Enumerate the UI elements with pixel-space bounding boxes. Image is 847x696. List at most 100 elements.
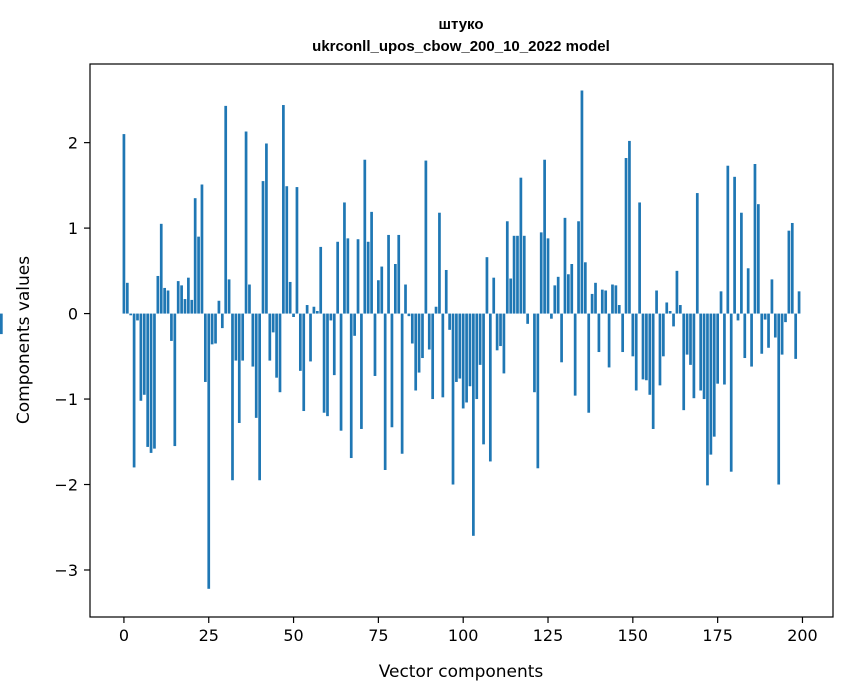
bar xyxy=(153,313,156,449)
bar xyxy=(614,285,618,314)
bar xyxy=(410,313,414,344)
bar xyxy=(271,313,275,333)
bar xyxy=(390,313,394,428)
bar xyxy=(203,313,207,382)
bar xyxy=(573,313,577,396)
y-tick-label: −2 xyxy=(54,476,78,495)
bar xyxy=(366,241,370,314)
bar xyxy=(187,277,190,314)
bar xyxy=(292,313,295,317)
bar xyxy=(611,284,614,314)
x-tick-label: 0 xyxy=(119,626,129,645)
bar xyxy=(577,221,580,314)
bar xyxy=(400,313,404,454)
bar xyxy=(197,236,200,314)
bar xyxy=(600,289,604,314)
bar xyxy=(492,277,496,314)
bar xyxy=(444,269,448,314)
bar xyxy=(726,165,730,314)
bar xyxy=(682,313,686,411)
bar xyxy=(482,313,485,445)
bar xyxy=(438,212,441,314)
bar xyxy=(370,211,373,314)
bar xyxy=(343,202,346,314)
bar xyxy=(332,313,336,376)
bar xyxy=(580,90,584,314)
x-tick-label: 100 xyxy=(448,626,479,645)
bar xyxy=(353,313,356,336)
bar xyxy=(285,186,289,314)
bar xyxy=(556,276,560,314)
bar xyxy=(526,313,530,324)
bar xyxy=(465,313,468,403)
bar xyxy=(668,311,672,314)
bar xyxy=(746,268,750,314)
bar xyxy=(695,193,699,314)
bar xyxy=(261,181,265,314)
bar xyxy=(597,313,601,353)
bar xyxy=(587,313,591,413)
bar xyxy=(780,313,784,355)
bar xyxy=(0,313,3,335)
bar xyxy=(170,313,173,341)
bar xyxy=(475,313,479,400)
y-tick-label: 0 xyxy=(68,305,78,324)
bar xyxy=(200,184,204,314)
bar xyxy=(543,159,546,314)
bar xyxy=(461,313,465,409)
bar xyxy=(142,313,146,395)
bar xyxy=(533,313,536,393)
bar xyxy=(590,293,594,314)
chart-title: штуко xyxy=(438,16,483,33)
bar xyxy=(336,241,340,314)
bar xyxy=(159,223,163,314)
bar xyxy=(729,313,733,472)
bar xyxy=(380,266,384,314)
bar xyxy=(716,313,719,384)
bar xyxy=(387,234,390,314)
bar xyxy=(509,278,513,314)
bar xyxy=(624,158,628,314)
bar xyxy=(176,281,180,314)
bar xyxy=(302,313,306,412)
y-tick-label: −1 xyxy=(54,390,78,409)
bar xyxy=(563,217,567,314)
bar xyxy=(794,313,798,359)
bar xyxy=(699,313,703,391)
bar xyxy=(570,264,574,314)
bar xyxy=(655,290,658,314)
bar xyxy=(723,313,726,385)
bar xyxy=(512,235,516,314)
bar xyxy=(455,313,458,382)
bar xyxy=(383,313,387,470)
bar xyxy=(360,313,363,429)
bar xyxy=(790,222,794,314)
x-axis: 0 25 50 75 100 125 150 175 200 xyxy=(119,617,818,645)
bar xyxy=(241,313,245,361)
bar xyxy=(298,313,302,371)
bar xyxy=(448,313,451,330)
bar xyxy=(638,202,641,314)
bar xyxy=(295,187,299,314)
bar xyxy=(393,264,397,314)
bar xyxy=(488,313,492,462)
bar xyxy=(268,313,272,361)
bar xyxy=(146,313,150,447)
bar xyxy=(373,313,377,376)
bar xyxy=(441,313,445,398)
bar xyxy=(163,287,166,314)
bar xyxy=(478,313,482,365)
bar xyxy=(244,131,248,314)
bar xyxy=(322,313,326,413)
bar xyxy=(519,177,523,314)
x-tick-label: 25 xyxy=(199,626,219,645)
bar xyxy=(125,282,129,314)
bar xyxy=(767,313,770,348)
bar xyxy=(621,313,625,353)
bar xyxy=(136,313,139,321)
bar xyxy=(234,313,238,361)
bar xyxy=(757,204,760,314)
bar xyxy=(736,313,740,321)
bar xyxy=(214,313,217,344)
